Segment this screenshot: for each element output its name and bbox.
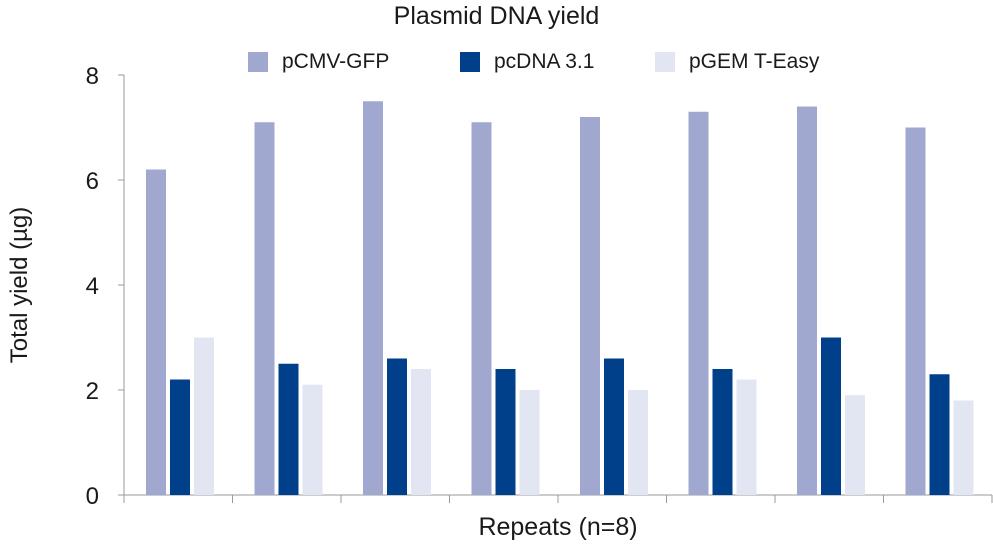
- bar-pcmv-gfp-5: [580, 117, 600, 495]
- bar-pcdna-3-1-6: [712, 369, 733, 495]
- bar-pcdna-3-1-1: [170, 379, 190, 495]
- chart-title: Plasmid DNA yield: [393, 2, 600, 30]
- y-tick-label-2: 2: [86, 378, 99, 405]
- bar-pcdna-3-1-3: [387, 358, 407, 495]
- y-tick-label-0: 0: [86, 483, 99, 510]
- bar-pgem-t-easy-5: [628, 390, 648, 495]
- y-axis-label: Total yield (µg): [6, 207, 33, 364]
- bar-pcdna-3-1-7: [821, 337, 841, 495]
- x-axis-label: Repeats (n=8): [478, 513, 638, 541]
- legend-item-pgem: pGEM T-Easy: [655, 50, 819, 74]
- legend-label-pcdna: pcDNA 3.1: [494, 50, 595, 73]
- bar-pcmv-gfp-1: [146, 169, 166, 495]
- bar-pgem-t-easy-6: [736, 379, 757, 495]
- bar-pgem-t-easy-8: [953, 400, 974, 495]
- bar-pgem-t-easy-4: [519, 390, 540, 495]
- legend-label-pcmv-gfp: pCMV-GFP: [282, 50, 390, 73]
- y-tick-label-6: 6: [86, 168, 99, 195]
- bar-pgem-t-easy-7: [845, 395, 865, 495]
- y-tick-label-8: 8: [86, 63, 99, 90]
- legend-swatch-pcmv-gfp: [248, 52, 268, 72]
- bar-pcmv-gfp-8: [905, 127, 926, 495]
- bar-pcdna-3-1-5: [604, 358, 624, 495]
- bar-pcmv-gfp-4: [471, 122, 492, 495]
- legend: pCMV-GFP pcDNA 3.1 pGEM T-Easy: [0, 50, 993, 84]
- bar-pcdna-3-1-8: [929, 374, 950, 495]
- x-axis: [123, 494, 993, 503]
- bar-pcdna-3-1-4: [495, 369, 516, 495]
- bar-pcmv-gfp-6: [688, 111, 709, 495]
- bar-pcmv-gfp-2: [254, 122, 275, 495]
- legend-item-pcmv-gfp: pCMV-GFP: [248, 50, 389, 74]
- bars: [146, 101, 974, 495]
- legend-swatch-pcdna: [460, 52, 480, 72]
- legend-item-pcdna: pcDNA 3.1: [460, 50, 594, 74]
- bar-pcdna-3-1-2: [278, 363, 299, 495]
- bar-pcmv-gfp-3: [363, 101, 383, 495]
- y-tick-label-4: 4: [86, 273, 99, 300]
- y-axis: 0 2 4 6 8: [86, 63, 125, 510]
- bar-pgem-t-easy-2: [302, 384, 323, 495]
- legend-label-pgem: pGEM T-Easy: [689, 50, 820, 73]
- bar-pcmv-gfp-7: [797, 106, 817, 495]
- legend-swatch-pgem: [655, 52, 675, 72]
- bar-pgem-t-easy-1: [194, 337, 214, 495]
- bar-pgem-t-easy-3: [411, 369, 431, 495]
